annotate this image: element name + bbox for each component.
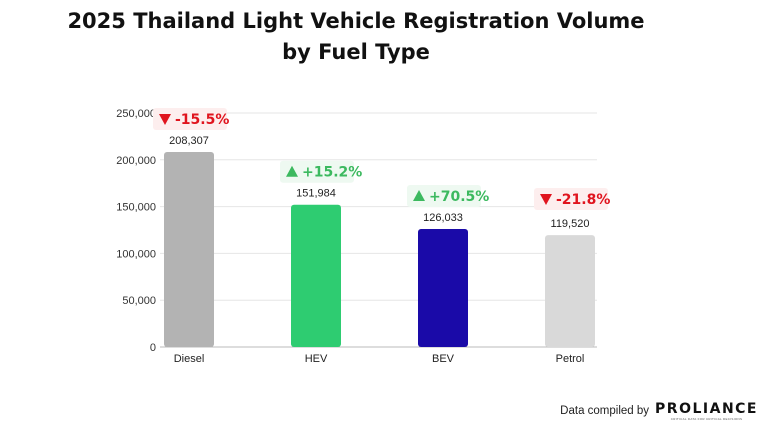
x-tick-label: Petrol [556, 353, 585, 365]
value-label: 126,033 [423, 212, 463, 224]
y-tick-label: 100,000 [116, 248, 156, 260]
bar-hev [291, 204, 341, 347]
value-label: 151,984 [296, 188, 336, 200]
change-badge [153, 108, 227, 130]
chart-title: 2025 Thailand Light Vehicle Registration… [0, 6, 712, 68]
change-badge [280, 160, 354, 183]
x-tick-label: BEV [432, 353, 455, 365]
proliance-logo: PROLIANCE CRITICAL DATA FOR CRITICAL DEC… [655, 401, 758, 421]
change-label: -21.8% [556, 192, 610, 208]
value-label: 119,520 [551, 218, 590, 230]
triangle-up-icon [413, 190, 425, 202]
logo-tagline: CRITICAL DATA FOR CRITICAL DECISIONS [670, 417, 743, 421]
triangle-down-icon [540, 194, 552, 205]
change-label: -15.5% [175, 112, 229, 128]
bar-bev [418, 229, 468, 347]
logo-text: PROLIANCE [655, 401, 758, 417]
change-label: +15.2% [302, 165, 362, 181]
y-tick-label: 200,000 [116, 155, 156, 167]
triangle-up-icon [286, 165, 298, 177]
chart-title-line-2: by Fuel Type [282, 40, 430, 64]
y-tick-label: 250,000 [116, 108, 156, 120]
change-badge [407, 185, 481, 208]
data-credit: Data compiled by PROLIANCE CRITICAL DATA… [560, 401, 758, 421]
bar-petrol [545, 235, 595, 347]
x-tick-label: Diesel [174, 353, 205, 365]
change-badge [534, 188, 608, 210]
y-tick-label: 50,000 [122, 295, 156, 307]
change-label: +70.5% [429, 189, 489, 205]
y-tick-label: 150,000 [116, 202, 156, 214]
x-tick-label: HEV [305, 353, 328, 365]
value-label: 208,307 [169, 135, 209, 147]
chart-title-line-1: 2025 Thailand Light Vehicle Registration… [67, 9, 645, 33]
triangle-down-icon [159, 114, 171, 125]
y-tick-label: 0 [150, 342, 156, 354]
credit-text: Data compiled by [560, 405, 650, 417]
bar-diesel [164, 152, 214, 347]
